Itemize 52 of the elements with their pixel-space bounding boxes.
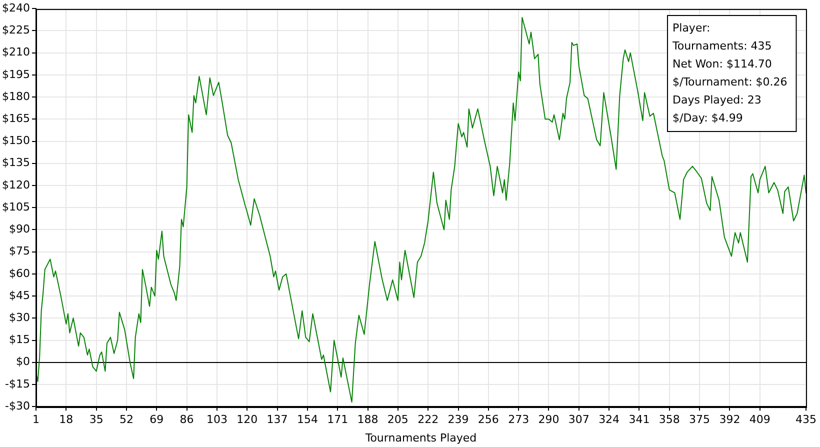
x-tick-label: 18 (59, 413, 74, 426)
y-tick-label: -$30 (5, 399, 30, 412)
x-tick-label: 409 (749, 413, 770, 426)
x-tick-label: 435 (796, 413, 816, 426)
y-tick-label: -$15 (5, 377, 30, 390)
x-tick-label: 86 (180, 413, 194, 426)
x-tick-label: 273 (508, 413, 530, 426)
annotation: Player: (672, 21, 710, 34)
x-tick-label: 69 (150, 413, 164, 426)
y-tick-label: $0 (16, 355, 30, 368)
x-tick-label: 205 (387, 413, 408, 426)
annotation: $/Day: $4.99 (672, 111, 743, 124)
y-tick-label: $210 (2, 46, 30, 59)
annotation: $/Tournament: $0.26 (672, 75, 788, 88)
x-axis-title: Tournaments Played (364, 431, 477, 444)
y-tick-label: $90 (8, 222, 30, 236)
y-tick-label: $30 (8, 311, 30, 324)
x-tick-label: 120 (236, 413, 258, 426)
x-tick-label: 154 (296, 413, 318, 426)
y-tick-label: $135 (2, 156, 30, 170)
y-tick-label: $165 (2, 112, 30, 126)
x-tick-label: 307 (568, 413, 590, 426)
x-tick-label: 171 (327, 413, 348, 426)
y-tick-label: $180 (2, 90, 30, 103)
y-tick-label: $60 (8, 266, 30, 280)
y-tick-label: $120 (2, 178, 30, 192)
annotation: Tournaments: 435 (672, 39, 772, 52)
annotation: Net Won: $114.70 (672, 57, 772, 70)
x-tick-label: 358 (658, 413, 680, 426)
y-tick-label: $150 (2, 134, 30, 148)
x-tick-label: 1 (32, 413, 40, 426)
y-tick-label: $15 (8, 333, 30, 346)
x-tick-label: 341 (628, 413, 650, 426)
x-tick-label: 392 (719, 413, 740, 426)
annotation: Days Played: 23 (672, 93, 762, 106)
x-tick-label: 35 (89, 413, 104, 426)
x-tick-label: 324 (598, 413, 620, 426)
y-tick-label: $225 (2, 24, 30, 37)
x-tick-label: 256 (478, 413, 499, 426)
y-tick-label: $75 (8, 244, 30, 258)
x-tick-label: 103 (206, 413, 228, 426)
y-tick-label: $195 (2, 68, 30, 81)
x-tick-label: 137 (266, 413, 288, 426)
y-tick-label: $45 (8, 288, 30, 302)
x-tick-label: 290 (538, 413, 560, 426)
x-tick-label: 52 (119, 413, 134, 426)
y-tick-label: $240 (2, 1, 30, 14)
x-tick-label: 375 (689, 413, 710, 426)
x-tick-label: 239 (448, 413, 469, 426)
x-tick-label: 188 (357, 413, 378, 426)
y-tick-label: $105 (2, 200, 30, 214)
x-tick-label: 222 (418, 413, 439, 426)
